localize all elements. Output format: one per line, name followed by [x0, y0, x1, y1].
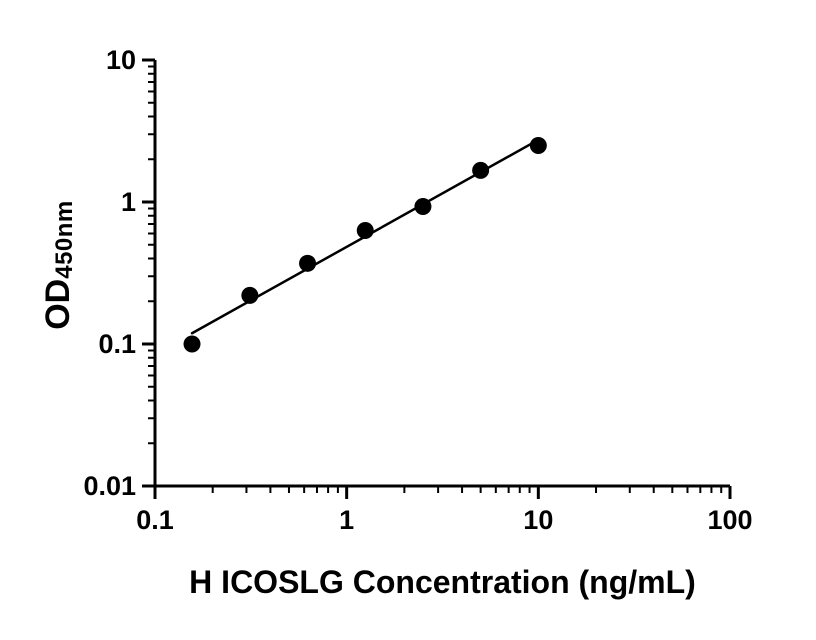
x-tick-label: 10 — [523, 505, 553, 535]
data-point — [356, 221, 374, 239]
data-point — [472, 161, 490, 179]
x-tick-label: 0.1 — [136, 505, 174, 535]
data-point — [183, 335, 201, 353]
axis-lines — [153, 60, 730, 488]
x-tick-label: 1 — [339, 505, 354, 535]
x-axis-title: H ICOSLG Concentration (ng/mL) — [189, 564, 696, 600]
y-axis-title-subscript: 450nm — [51, 200, 79, 279]
y-tick-label: 1 — [121, 187, 136, 217]
y-tick-label: 10 — [106, 45, 136, 75]
y-tick-label: 0.01 — [83, 471, 136, 501]
y-axis-title-main: OD — [39, 278, 77, 330]
y-tick-label: 0.1 — [98, 329, 136, 359]
data-point — [414, 197, 432, 215]
y-axis-title: OD450nm — [37, 177, 79, 353]
x-tick-label: 100 — [707, 505, 752, 535]
data-point — [299, 254, 317, 272]
data-point — [241, 286, 259, 304]
data-point — [529, 136, 547, 154]
